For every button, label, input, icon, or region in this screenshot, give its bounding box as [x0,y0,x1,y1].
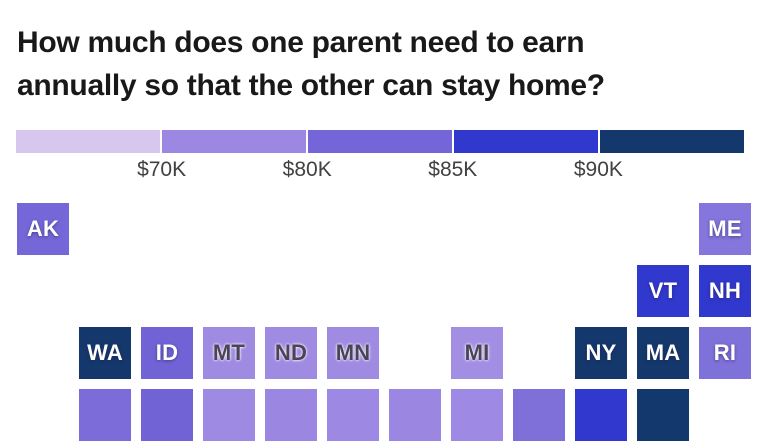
state-tile-partial [513,389,565,441]
state-tile-partial [575,389,627,441]
state-tile-ma: MA [637,327,689,379]
state-tile-mt: MT [203,327,255,379]
legend-color-segment-1 [162,130,306,153]
state-tile-partial [141,389,193,441]
state-tile-ny: NY [575,327,627,379]
state-tile-ri: RI [699,327,751,379]
state-tile-id: ID [141,327,193,379]
state-tile-ak: AK [17,203,69,255]
legend-threshold-labels: $70K $80K $85K $90K [16,158,744,182]
state-tile-mi: MI [451,327,503,379]
state-tile-vt: VT [637,265,689,317]
legend-threshold-label: $80K [282,158,332,181]
state-tile-partial [327,389,379,441]
state-tile-me: ME [699,203,751,255]
chart-title-line2: annually so that the other can stay home… [17,69,605,102]
chart-title: How much does one parent need to earn an… [17,21,605,107]
state-tile-partial [79,389,131,441]
legend-color-segment-4 [600,130,744,153]
legend-color-segment-3 [454,130,598,153]
state-tile-partial [203,389,255,441]
legend-threshold-label: $70K [137,158,187,181]
legend-color-segment-2 [308,130,452,153]
legend-color-segment-0 [16,130,160,153]
state-tile-nh: NH [699,265,751,317]
state-tile-partial [265,389,317,441]
legend-color-scale [16,130,744,153]
state-tile-partial [451,389,503,441]
state-tile-partial [389,389,441,441]
state-tile-partial [637,389,689,441]
state-tile-grid-map: AK ME VT NH WA ID MT ND MN MI NY MA RI [17,203,751,441]
state-tile-nd: ND [265,327,317,379]
legend-threshold-label: $85K [428,158,478,181]
chart-title-line1: How much does one parent need to earn [17,26,585,59]
state-tile-mn: MN [327,327,379,379]
legend-threshold-label: $90K [573,158,623,181]
state-tile-wa: WA [79,327,131,379]
